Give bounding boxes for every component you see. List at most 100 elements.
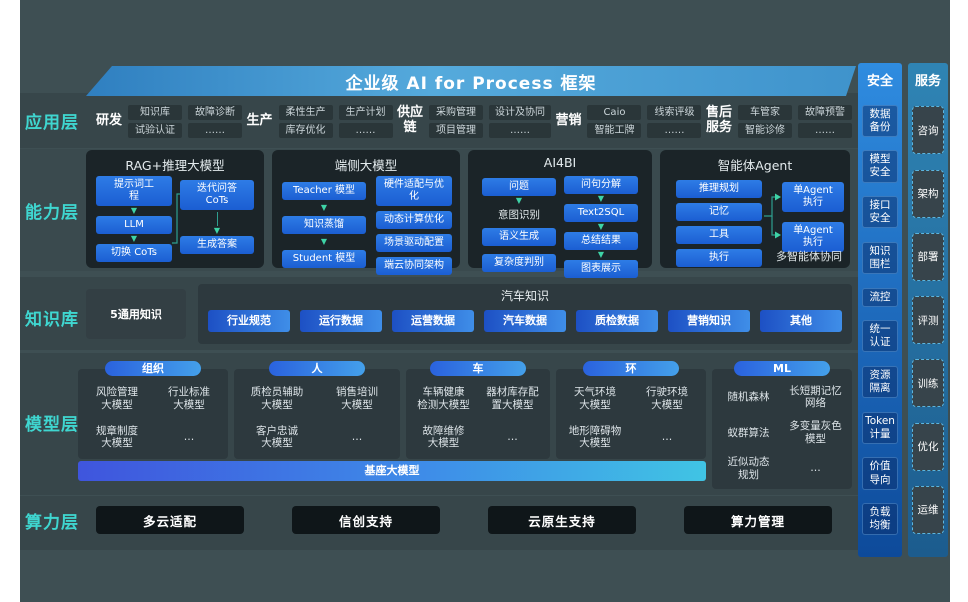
model-item: 随机森林	[727, 391, 770, 404]
app-group-column: 采购管理 项目管理	[428, 104, 483, 138]
compute-item: 算力管理	[684, 506, 832, 534]
cap-step: 工具	[676, 226, 762, 244]
security-item: 统一 认证	[862, 320, 898, 353]
cap-step: LLM	[96, 216, 172, 234]
app-group-production: 生产 柔性生产 库存优化 生产计划 ……	[246, 104, 393, 138]
model-group-header: ML	[734, 361, 830, 376]
app-group-label: 生产	[246, 112, 273, 128]
cap-step: 问句分解	[564, 176, 638, 194]
capability-box-edge-model: 端侧大模型 Teacher 模型 ▼ 知识蒸馏 ▼ Student 模型 硬件适…	[272, 150, 460, 275]
model-item-ellipsis: …	[183, 430, 195, 443]
service-item: 架构	[912, 169, 944, 218]
model-item: 规章制度 大模型	[96, 424, 138, 450]
model-item: 近似动态 规划	[727, 456, 770, 481]
page-title: 企业级 AI for Process 框架	[345, 73, 597, 94]
application-layer-row: 研发 知识库 试验认证 故障诊断 …… 生产 柔性生产 库存优化 生产计划 ………	[96, 99, 852, 143]
security-item: 知识 围栏	[862, 241, 898, 274]
app-item: 线索评级	[647, 104, 702, 120]
model-group-environment: 环 天气环境 大模型 行驶环境 大模型 地形障碍物 大模型 …	[556, 361, 706, 459]
cap-step: 记忆	[676, 203, 762, 221]
app-item: 库存优化	[278, 122, 333, 138]
app-group-label: 售后 服务	[705, 105, 732, 135]
cap-step: 单Agent 执行	[782, 182, 844, 212]
app-group-supply-chain: 供应 链 采购管理 项目管理 设计及协同 ……	[396, 104, 551, 138]
cap-step: Teacher 模型	[282, 182, 366, 200]
app-group-label: 供应 链	[396, 105, 423, 135]
app-item-ellipsis: ……	[797, 122, 852, 138]
security-item: 模型 安全	[862, 150, 898, 183]
knowledge-pill-row: 行业规范 运行数据 运营数据 汽车数据 质检数据 营销知识 其他	[198, 304, 852, 332]
knowledge-pill: 行业规范	[208, 310, 290, 332]
model-item: 质检员辅助 大模型	[250, 386, 304, 411]
cap-step: 图表展示	[564, 260, 638, 278]
cap-step: 端云协同架构	[376, 257, 452, 275]
model-group-box: 随机森林 长短期记忆 网络 蚁群算法 多变量灰色 模型 近似动态 规划 …	[712, 369, 852, 489]
app-item: 设计及协同	[488, 104, 551, 120]
cap-step: 总结结果	[564, 232, 638, 250]
rag-right-column: 迭代问答 CoTs ▼ 生成答案	[180, 180, 254, 254]
model-group-ml: ML 随机森林 长短期记忆 网络 蚁群算法 多变量灰色 模型 近似动态 规划 …	[712, 361, 852, 489]
knowledge-pill: 营销知识	[668, 310, 750, 332]
agent-right-column: 单Agent 执行 单Agent 执行	[782, 182, 844, 252]
model-item: 故障维修 大模型	[422, 424, 465, 450]
rag-left-column: 提示词工 程 ▼ LLM ▼ 切换 CoTs	[96, 176, 172, 262]
app-group-marketing: 营销 Caio 智能工牌 线索评级 ……	[555, 104, 702, 138]
knowledge-auto-title: 汽车知识	[500, 289, 549, 303]
app-group-label: 研发	[96, 112, 123, 128]
cap-step: 提示词工 程	[96, 176, 172, 206]
ai4bi-right-column: 问句分解 ▼ Text2SQL ▼ 总结结果 ▼ 图表展示	[564, 176, 638, 278]
service-item: 优化	[912, 422, 944, 471]
model-item: 销售培训 大模型	[336, 386, 378, 411]
app-layer-band	[20, 93, 858, 148]
app-item-ellipsis: ……	[338, 122, 393, 138]
capability-box-ai4bi: AI4BI 问题 ▼ 意图识别 语义生成 复杂度判别 问句分解 ▼ Text2S…	[468, 150, 652, 278]
app-item-ellipsis: ……	[647, 122, 702, 138]
app-group-column: 故障预警 ……	[797, 104, 852, 138]
security-item: 负载 均衡	[862, 503, 898, 536]
app-item-ellipsis: ……	[188, 122, 243, 138]
cap-step: 单Agent 执行	[782, 222, 844, 252]
capability-box-title: RAG+推理大模型	[125, 158, 225, 173]
arrow-down-icon: ▼	[320, 237, 328, 246]
arrow-down-icon: ▼	[597, 222, 605, 231]
app-item-ellipsis: ……	[488, 122, 551, 138]
security-item: Token 计量	[862, 411, 898, 444]
cap-step: 迭代问答 CoTs	[180, 180, 254, 210]
cap-step: 推理规划	[676, 180, 762, 198]
service-item: 训练	[912, 359, 944, 408]
app-item: 试验认证	[128, 122, 183, 138]
app-item: 知识库	[128, 104, 183, 120]
app-item: 车管家	[737, 104, 792, 120]
model-group-header: 车	[430, 361, 526, 376]
cap-step: 生成答案	[180, 236, 254, 254]
agent-left-column: 推理规划 记忆 工具 执行	[676, 180, 762, 267]
cap-step: 语义生成	[482, 228, 556, 246]
service-column: 服务 咨询 架构 部署 评测 训练 优化 运维	[908, 63, 948, 557]
app-group-column: 设计及协同 ……	[488, 104, 551, 138]
arrow-down-icon: ▼	[515, 196, 523, 205]
cap-step: 切换 CoTs	[96, 244, 172, 262]
app-item: 柔性生产	[278, 104, 333, 120]
compute-item: 云原生支持	[488, 506, 636, 534]
security-item: 流控	[862, 287, 898, 307]
capability-box-title: AI4BI	[543, 155, 577, 170]
app-item: 项目管理	[428, 122, 483, 138]
cap-step: Student 模型	[282, 250, 366, 268]
edge-left-column: Teacher 模型 ▼ 知识蒸馏 ▼ Student 模型	[282, 182, 366, 268]
arrow-down-icon: ▼	[130, 234, 138, 243]
model-item-ellipsis: …	[810, 462, 821, 475]
model-item: 风险管理 大模型	[96, 386, 138, 411]
app-group-column: 故障诊断 ……	[188, 104, 243, 138]
cap-step: 问题	[482, 178, 556, 196]
agent-footer-label: 多智能体协同	[776, 250, 842, 263]
model-group-box: 天气环境 大模型 行驶环境 大模型 地形障碍物 大模型 …	[556, 369, 706, 459]
app-group-column: Caio 智能工牌	[587, 104, 642, 138]
model-item: 客户忠诚 大模型	[256, 424, 298, 450]
cap-step: 动态计算优化	[376, 211, 452, 229]
base-model-bar: 基座大模型	[78, 461, 706, 481]
capability-box-rag: RAG+推理大模型 提示词工 程 ▼ LLM ▼ 切换 CoTs 迭代问答 Co…	[86, 150, 264, 268]
model-item: 行业标准 大模型	[168, 386, 210, 411]
app-group-column: 柔性生产 库存优化	[278, 104, 333, 138]
security-items: 数据 备份 模型 安全 接口 安全 知识 围栏 流控 统一 认证 资源 隔离 T…	[858, 91, 902, 549]
model-group-organization: 组织 风险管理 大模型 行业标准 大模型 规章制度 大模型 …	[78, 361, 228, 459]
